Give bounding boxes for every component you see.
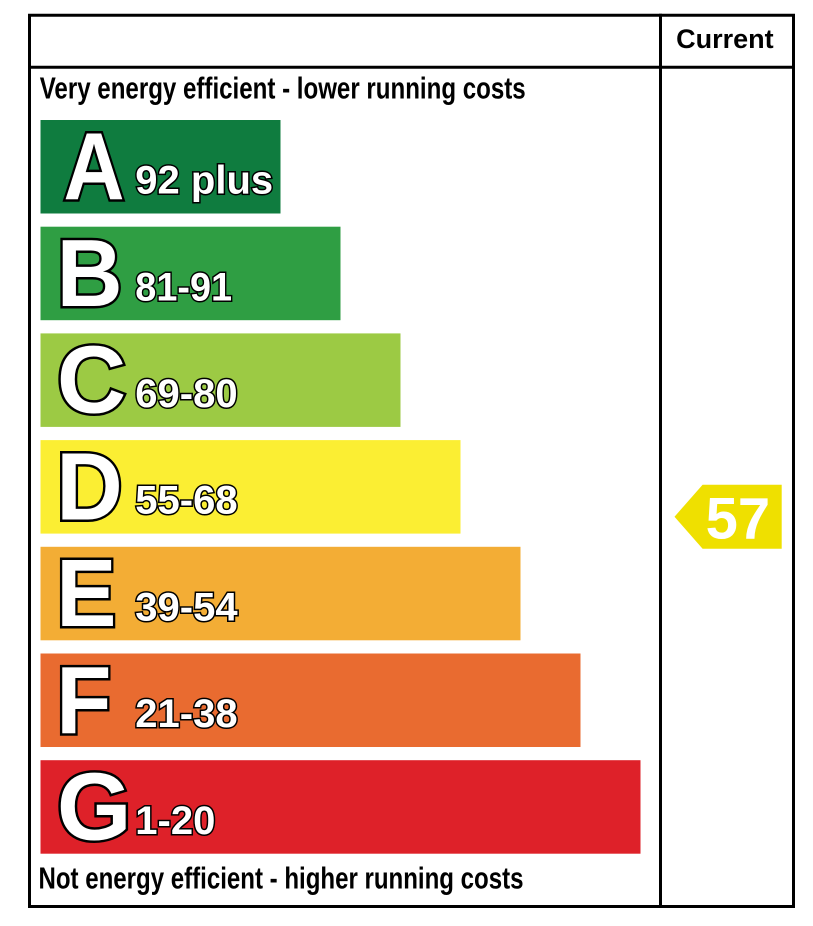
svg-text:21-38: 21-38 <box>135 692 237 736</box>
svg-text:D: D <box>56 433 123 540</box>
svg-text:Not energy efficient - higher: Not energy efficient - higher running co… <box>39 860 524 895</box>
svg-text:A: A <box>64 113 125 220</box>
svg-text:1-20: 1-20 <box>135 799 215 843</box>
svg-text:57: 57 <box>706 486 771 551</box>
svg-text:81-91: 81-91 <box>135 265 232 309</box>
svg-text:G: G <box>57 754 132 861</box>
svg-text:92 plus: 92 plus <box>135 159 273 203</box>
svg-text:Very energy efficient - lower: Very energy efficient - lower running co… <box>40 70 526 105</box>
svg-text:B: B <box>57 220 123 327</box>
svg-text:F: F <box>56 647 111 754</box>
svg-text:39-54: 39-54 <box>135 585 238 629</box>
svg-text:Current: Current <box>676 24 774 54</box>
svg-text:C: C <box>57 327 126 434</box>
svg-text:69-80: 69-80 <box>135 372 237 416</box>
svg-text:E: E <box>56 540 116 647</box>
svg-text:55-68: 55-68 <box>135 479 237 523</box>
